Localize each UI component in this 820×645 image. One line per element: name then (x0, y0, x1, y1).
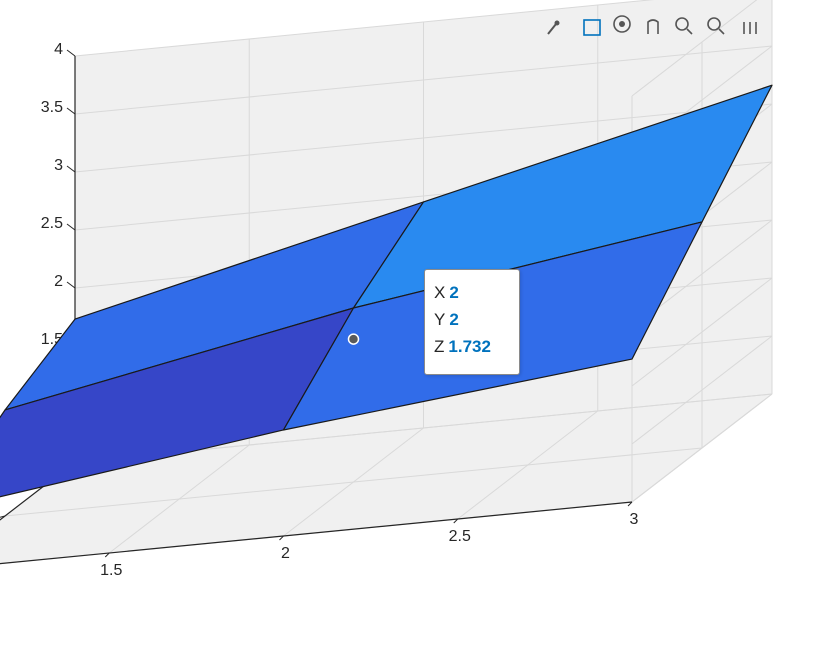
datatip-x-key: X (434, 283, 446, 302)
x-tick-label: 2 (281, 545, 290, 562)
x-tick (453, 518, 459, 524)
side-grid-z (631, 393, 773, 503)
x-tick (104, 552, 110, 558)
restore-view-icon[interactable] (743, 22, 757, 34)
zoom-in-icon[interactable] (675, 17, 693, 35)
z-tick (66, 49, 76, 57)
back-grid-z (74, 45, 773, 115)
x-tick-label: 2.5 (449, 528, 471, 545)
x-tick-label: 3 (630, 511, 639, 528)
z-tick (66, 107, 76, 115)
floor-grid-y (4, 447, 703, 517)
z-tick-label: 4 (54, 41, 63, 58)
datatip-row-z: Z 1.732 (434, 336, 491, 358)
z-tick-label: 2 (54, 273, 63, 290)
datatip-marker[interactable] (347, 333, 360, 345)
brush-icon[interactable] (547, 20, 560, 35)
z-tick-label: 2.5 (41, 215, 63, 232)
x-tick-label: 1.5 (100, 562, 122, 579)
back-grid-z (74, 0, 655, 57)
datatip-z-key: Z (434, 337, 445, 356)
zoom-out-icon[interactable] (707, 17, 725, 35)
x-tick (627, 501, 633, 507)
datatip-icon[interactable] (583, 19, 601, 36)
z-tick-label: 3 (54, 157, 63, 174)
datatip-x-value: 2 (449, 283, 459, 302)
y-tick (0, 515, 6, 518)
back-grid-z (74, 103, 773, 173)
rotate-icon[interactable] (613, 15, 631, 33)
axes-toolbar (540, 12, 780, 38)
side-grid-z (631, 277, 773, 387)
z-tick (66, 165, 76, 173)
pan-icon[interactable] (647, 19, 659, 34)
z-tick (66, 281, 76, 289)
datatip-y-value: 2 (449, 310, 459, 329)
x-tick (279, 535, 284, 541)
datatip-z-value: 1.732 (448, 337, 491, 356)
datatip-y-key: Y (434, 310, 446, 329)
side-grid-z (631, 0, 758, 97)
z-tick (66, 223, 76, 231)
z-tick-label: 3.5 (41, 99, 63, 116)
side-grid-z (631, 335, 773, 445)
